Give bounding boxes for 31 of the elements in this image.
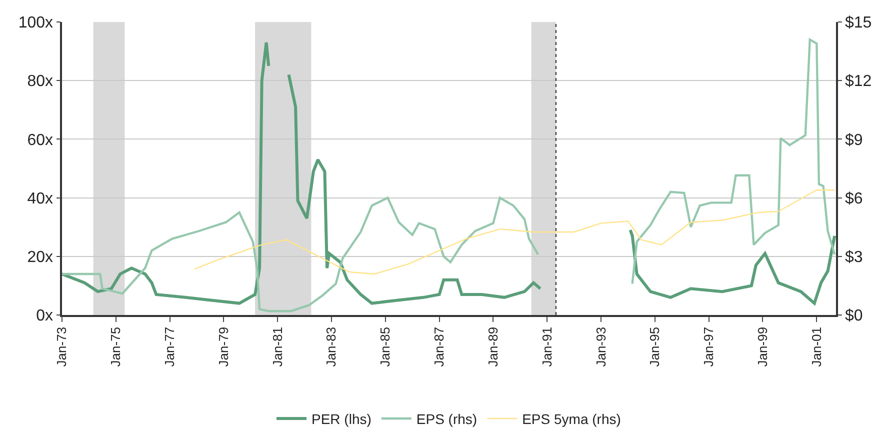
- y-tick-label: 40x: [27, 190, 54, 208]
- y2-tick-label: $3: [844, 249, 863, 266]
- x-tick-label: Jan-81: [270, 326, 285, 367]
- y-tick-label: 80x: [27, 73, 54, 90]
- x-tick-label: Jan-75: [108, 326, 124, 367]
- y-tick-label: 0x: [36, 308, 54, 325]
- x-tick-label: Jan-83: [324, 326, 339, 367]
- y2-tick-label: $0: [844, 308, 863, 325]
- x-tick-label: Jan-77: [162, 326, 178, 367]
- y-tick-label: 60x: [27, 132, 54, 149]
- x-tick-label: Jan-97: [701, 326, 716, 367]
- x-tick-label: Jan-73: [54, 326, 70, 367]
- y-tick-label: 20x: [27, 249, 54, 266]
- y-tick-label: 100x: [18, 14, 54, 32]
- x-tick-label: Jan-95: [647, 326, 662, 367]
- legend-label: EPS (rhs): [416, 410, 478, 427]
- x-tick-label: Jan-93: [593, 326, 608, 367]
- y2-tick-label: $15: [844, 14, 872, 32]
- line-series: [194, 189, 836, 275]
- x-tick-label: Jan-79: [216, 326, 231, 367]
- x-tick-label: Jan-85: [378, 326, 393, 367]
- x-tick-label: Jan-89: [485, 326, 500, 367]
- x-tick-label: Jan-87: [432, 326, 447, 367]
- legend-label: PER (lhs): [312, 410, 372, 427]
- y2-tick-label: $6: [844, 190, 863, 208]
- x-tick-label: Jan-01: [808, 326, 824, 367]
- legend-label: EPS 5yma (rhs): [522, 410, 621, 427]
- x-tick-label: Jan-91: [539, 326, 554, 367]
- x-tick-label: Jan-99: [754, 326, 770, 367]
- y2-tick-label: $12: [844, 73, 872, 90]
- y2-tick-label: $9: [844, 132, 863, 149]
